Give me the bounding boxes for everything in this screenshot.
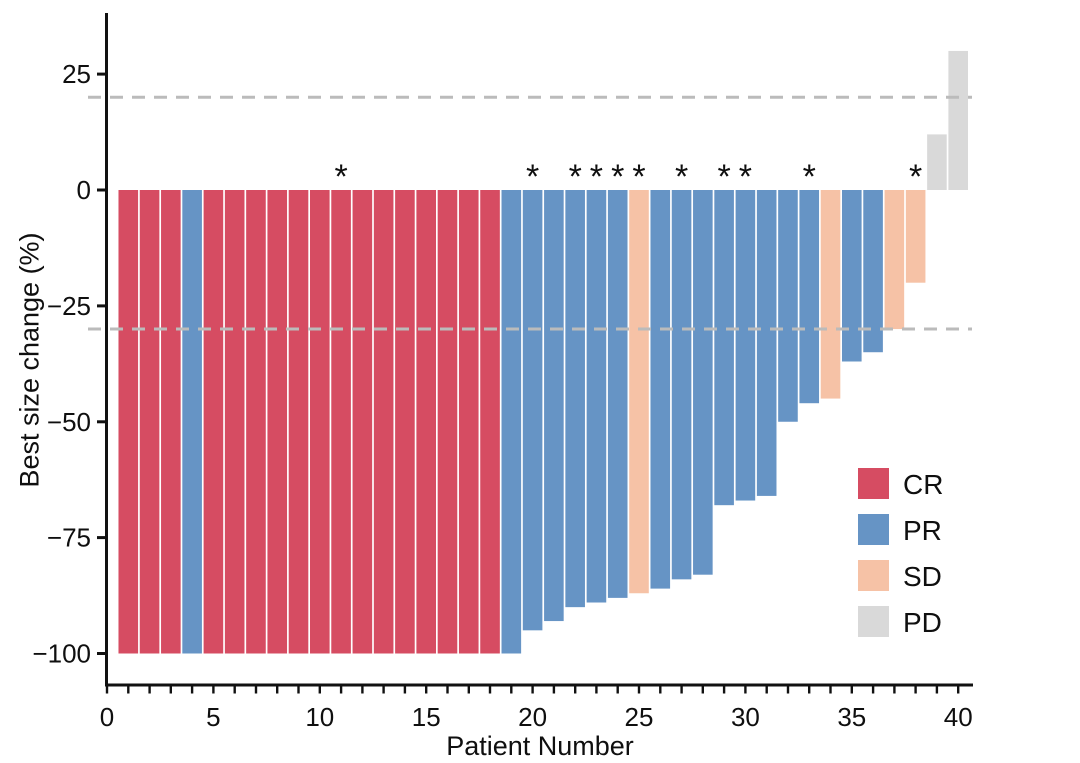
bar-patient-36-PR [863, 190, 883, 353]
legend-swatch-CR [858, 468, 889, 499]
bar-patient-16-CR [437, 190, 458, 654]
y-tick-label--100: −100 [32, 639, 91, 669]
star-marker-patient-11: * [334, 158, 347, 196]
x-tick-label-40: 40 [944, 702, 973, 732]
y-tick-label--75: −75 [47, 523, 91, 553]
bar-patient-23-PR [586, 190, 607, 603]
bar-patient-22-PR [565, 190, 585, 608]
bar-patient-37-SD [884, 190, 905, 330]
y-tick-label--50: −50 [47, 407, 91, 437]
bar-patient-30-PR [735, 190, 756, 501]
star-marker-patient-22: * [569, 158, 582, 196]
bar-patient-24-PR [607, 190, 628, 598]
bar-patient-4-PR [182, 190, 202, 654]
bar-patient-11-CR [331, 190, 351, 654]
bar-patient-33-PR [799, 190, 820, 404]
legend-label-PD: PD [903, 607, 942, 638]
bar-patient-35-PR [842, 190, 862, 362]
bar-patient-13-CR [373, 190, 394, 654]
x-tick-label-35: 35 [837, 702, 866, 732]
bar-patient-21-PR [544, 190, 564, 622]
bar-patient-3-CR [161, 190, 181, 654]
star-marker-patient-24: * [611, 158, 624, 196]
legend-swatch-PD [858, 606, 889, 637]
bar-patient-15-CR [416, 190, 436, 654]
bar-patient-29-PR [714, 190, 734, 506]
y-tick-label--25: −25 [47, 291, 91, 321]
star-marker-patient-23: * [590, 158, 603, 196]
bar-patient-14-CR [395, 190, 415, 654]
legend-label-PR: PR [903, 515, 942, 546]
x-tick-label-10: 10 [305, 702, 334, 732]
bar-patient-27-PR [671, 190, 692, 580]
y-tick-label-25: 25 [62, 59, 91, 89]
bar-patient-10-CR [310, 190, 330, 654]
bar-patient-38-SD [905, 190, 926, 283]
bar-patient-34-SD [820, 190, 841, 399]
bar-patient-31-PR [756, 190, 777, 496]
x-tick-label-30: 30 [731, 702, 760, 732]
x-tick-label-25: 25 [625, 702, 654, 732]
bar-patient-9-CR [288, 190, 309, 654]
x-axis-title: Patient Number [446, 731, 634, 761]
bar-patient-2-CR [139, 190, 160, 654]
x-tick-label-0: 0 [100, 702, 114, 732]
star-marker-patient-29: * [717, 158, 730, 196]
bar-patient-26-PR [650, 190, 671, 589]
y-tick-label-0: 0 [77, 175, 91, 205]
star-marker-patient-20: * [526, 158, 539, 196]
bar-patient-7-CR [246, 190, 266, 654]
bar-patient-1-CR [118, 190, 139, 654]
star-marker-patient-33: * [803, 158, 816, 196]
bar-patient-17-CR [458, 190, 479, 654]
bar-patient-39-PD [927, 134, 947, 190]
legend-label-CR: CR [903, 469, 943, 500]
y-axis-title: Best size change (%) [14, 232, 45, 488]
x-tick-label-5: 5 [206, 702, 220, 732]
bar-patient-32-PR [778, 190, 798, 422]
bar-patient-25-SD [629, 190, 649, 594]
bar-patient-8-CR [267, 190, 288, 654]
bar-patient-12-CR [352, 190, 373, 654]
star-marker-patient-38: * [909, 158, 922, 196]
bar-patient-18-CR [480, 190, 500, 654]
legend-label-SD: SD [903, 561, 942, 592]
bar-patient-5-CR [203, 190, 224, 654]
star-marker-patient-27: * [675, 158, 688, 196]
bar-patient-40-PD [948, 50, 968, 191]
legend-swatch-SD [858, 560, 889, 591]
x-tick-label-15: 15 [412, 702, 441, 732]
bar-patient-28-PR [693, 190, 713, 575]
star-marker-patient-30: * [739, 158, 752, 196]
bar-patient-20-PR [522, 190, 543, 631]
bar-patient-6-CR [224, 190, 245, 654]
legend-swatch-PR [858, 514, 889, 545]
bar-patient-19-PR [501, 190, 522, 654]
star-marker-patient-25: * [632, 158, 645, 196]
x-tick-label-20: 20 [518, 702, 547, 732]
